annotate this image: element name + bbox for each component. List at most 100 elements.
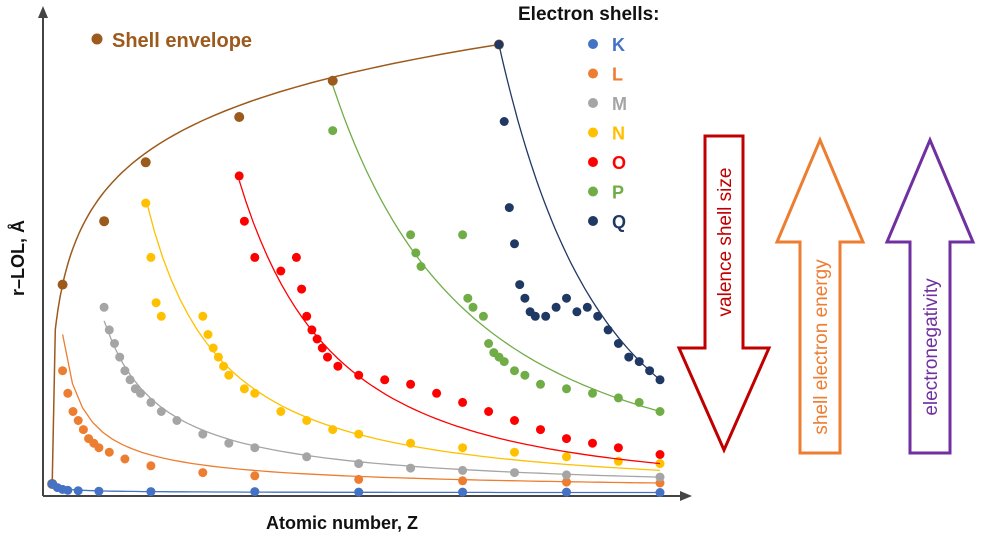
data-point-P — [613, 393, 623, 403]
legend-marker-O — [588, 157, 598, 167]
legend-label-O: O — [612, 153, 626, 173]
data-point-P — [510, 366, 519, 376]
data-point-L — [78, 425, 88, 435]
data-point-N — [198, 311, 208, 321]
envelope-curve — [51, 43, 500, 484]
arrow-label-3: electronegativity — [921, 278, 942, 416]
data-point-L — [562, 477, 571, 487]
data-point-O — [333, 361, 343, 371]
axes — [38, 6, 692, 501]
envelope-layer: Shell envelope — [47, 30, 504, 489]
data-point-L — [68, 407, 78, 416]
data-point-N — [510, 447, 519, 457]
data-point-Q — [551, 302, 561, 312]
data-point-K — [73, 486, 83, 496]
data-point-O — [510, 416, 519, 425]
data-point-Q — [499, 117, 509, 126]
y-axis-title: r–LOL, Å — [8, 220, 28, 296]
arrow-2 — [774, 136, 866, 455]
data-point-Q — [593, 311, 603, 321]
series-layer — [47, 40, 665, 497]
data-point-L — [104, 447, 114, 457]
fit-line-N — [145, 198, 661, 472]
data-point-M — [125, 375, 135, 385]
data-point-K — [250, 487, 260, 497]
envelope-point — [99, 216, 110, 227]
data-point-N — [219, 361, 229, 371]
data-point-O — [250, 252, 260, 262]
data-point-K — [354, 487, 364, 497]
legend-title: Electron shells: — [518, 4, 660, 25]
data-point-P — [655, 407, 665, 416]
data-point-K — [63, 485, 73, 495]
data-point-P — [458, 230, 468, 240]
data-point-O — [484, 407, 494, 416]
series-O — [234, 171, 665, 465]
data-point-M — [146, 397, 156, 407]
envelope-point — [57, 279, 68, 290]
data-point-Q — [582, 302, 592, 312]
series-P — [328, 85, 665, 416]
data-point-P — [328, 126, 338, 136]
data-point-M — [655, 472, 665, 482]
data-point-L — [58, 366, 68, 376]
data-point-M — [115, 352, 125, 362]
data-point-N — [213, 352, 223, 362]
legend-label-Q: Q — [612, 212, 626, 232]
data-point-P — [411, 248, 421, 258]
legend-label-M: M — [612, 94, 627, 114]
data-point-M — [458, 465, 468, 475]
data-point-Q — [613, 339, 623, 348]
data-point-O — [406, 379, 416, 389]
data-point-L — [250, 471, 260, 481]
series-M — [99, 302, 665, 482]
data-point-M — [198, 429, 208, 439]
data-point-N — [302, 416, 312, 425]
legend-marker-Q — [588, 216, 598, 226]
data-point-M — [302, 452, 312, 462]
data-point-O — [354, 370, 364, 380]
data-point-L — [94, 443, 104, 453]
data-point-N — [156, 311, 166, 321]
data-point-O — [234, 171, 244, 181]
data-point-M — [104, 325, 114, 335]
data-point-P — [588, 388, 597, 398]
data-point-K — [655, 488, 665, 497]
data-point-P — [484, 339, 494, 348]
data-point-K — [458, 487, 468, 497]
fit-line-P — [332, 85, 661, 413]
data-point-N — [276, 407, 286, 416]
data-point-N — [141, 198, 151, 208]
data-point-O — [536, 425, 545, 435]
data-point-N — [354, 429, 364, 439]
arrow-label-2: shell electron energy — [811, 259, 832, 435]
data-point-O — [562, 434, 571, 444]
data-point-Q — [515, 280, 525, 290]
data-point-M — [406, 463, 416, 473]
arrow-label-1: valence shell size — [715, 168, 736, 317]
data-point-P — [520, 370, 530, 380]
data-point-O — [613, 443, 623, 453]
data-point-O — [297, 284, 307, 294]
data-point-O — [291, 252, 301, 262]
data-point-Q — [504, 203, 514, 213]
data-point-N — [328, 425, 338, 435]
data-point-P — [406, 230, 416, 240]
data-point-Q — [541, 311, 551, 321]
arrow-1 — [676, 134, 772, 454]
legend-marker-L — [588, 68, 598, 79]
data-point-N — [562, 452, 571, 462]
data-point-M — [224, 438, 234, 448]
data-point-N — [250, 388, 260, 398]
data-point-M — [99, 302, 109, 312]
data-point-O — [239, 216, 249, 226]
legend-label-P: P — [612, 183, 624, 203]
data-point-M — [156, 407, 166, 416]
data-point-Q — [510, 239, 519, 249]
data-point-N — [203, 330, 213, 339]
data-point-P — [499, 357, 509, 367]
data-point-N — [224, 370, 234, 380]
data-point-Q — [624, 352, 634, 362]
